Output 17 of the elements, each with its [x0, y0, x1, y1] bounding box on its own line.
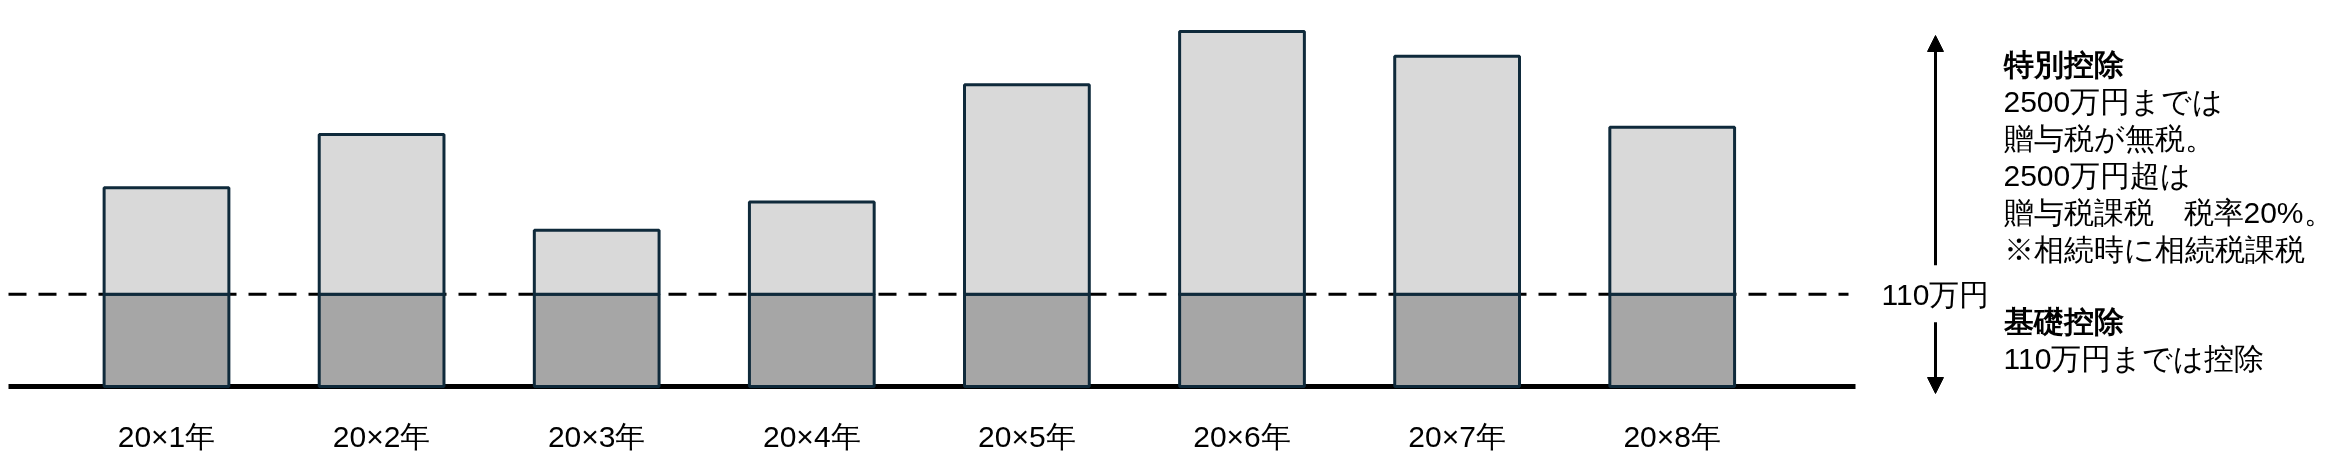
- text: 贈与税課税 税率20%。: [2003, 196, 2334, 230]
- x-tick-label: 20×7年: [1408, 419, 1506, 453]
- text: 基礎控除: [2002, 305, 2124, 339]
- text: ※相続時に相続税課税: [2003, 233, 2305, 267]
- text: 2500万円超は: [2003, 159, 2192, 193]
- text: 贈与税が無税。: [2003, 122, 2215, 156]
- x-tick-label: 20×4年: [763, 419, 861, 453]
- x-tick-label: 20×2年: [332, 419, 431, 453]
- text: 2500万円までは: [2003, 85, 2224, 119]
- text: 特別控除: [2002, 48, 2124, 82]
- x-tick-label: 20×6年: [1193, 419, 1291, 453]
- x-tick-label: 20×1年: [117, 419, 216, 453]
- text: 110万円までは控除: [2003, 342, 2265, 376]
- ref-line-label: 110万円: [1881, 277, 1990, 311]
- x-tick-label: 20×3年: [547, 419, 646, 453]
- x-tick-label: 20×5年: [978, 419, 1076, 453]
- x-tick-label: 20×8年: [1623, 419, 1721, 453]
